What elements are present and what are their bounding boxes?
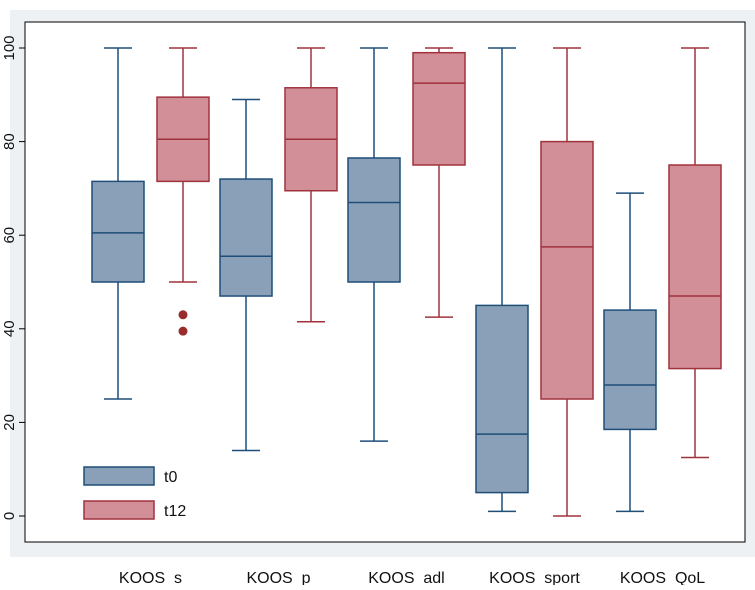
- iqr-box: [347, 157, 401, 283]
- box-t12-KOOS_QoL: [668, 47, 722, 459]
- y-tick-label: 80: [1, 133, 18, 150]
- box-t12-KOOS_sport: [540, 47, 594, 517]
- box-t0-KOOS_adl: [347, 47, 401, 442]
- iqr-box: [412, 51, 466, 166]
- x-category-label: KOOS_p: [246, 570, 310, 585]
- y-tick-label: 40: [1, 320, 18, 337]
- box-t12-KOOS_adl: [412, 47, 466, 318]
- y-tick-label: 20: [1, 414, 18, 431]
- legend-swatch-t12: [83, 500, 155, 520]
- x-category-label: KOOS_QoL: [620, 570, 705, 585]
- box-t0-KOOS_s: [91, 47, 145, 400]
- box-t0-KOOS_p: [219, 98, 273, 452]
- legend-swatch-t0: [83, 466, 155, 486]
- iqr-box: [603, 309, 657, 431]
- box-t12-KOOS_s: [156, 47, 210, 336]
- legend-label-t0: t0: [164, 469, 177, 486]
- iqr-box: [668, 164, 722, 370]
- y-tick-label: 60: [1, 227, 18, 244]
- legend: t0 t12: [83, 466, 186, 520]
- plot-layer: 0 20 40 60 80 100 KOOS_s KOOS_p KOOS_adl KOOS_spo…: [1, 10, 755, 587]
- box-t12-KOOS_p: [284, 47, 338, 323]
- y-tick-label: 100: [1, 35, 18, 60]
- box-t0-KOOS_QoL: [603, 192, 657, 513]
- x-category-label: KOOS_s: [119, 570, 182, 585]
- x-category-label: KOOS_adl: [368, 570, 444, 585]
- iqr-box: [219, 178, 273, 297]
- x-category-label: KOOS_sport: [489, 570, 580, 585]
- iqr-box: [475, 304, 529, 494]
- box-t0-KOOS_sport: [475, 47, 529, 513]
- outlier-point: [178, 326, 188, 336]
- legend-label-t12: t12: [164, 503, 186, 520]
- iqr-box: [91, 180, 145, 283]
- y-tick-label: 0: [1, 512, 18, 520]
- outlier-point: [178, 310, 188, 320]
- iqr-box: [540, 140, 594, 400]
